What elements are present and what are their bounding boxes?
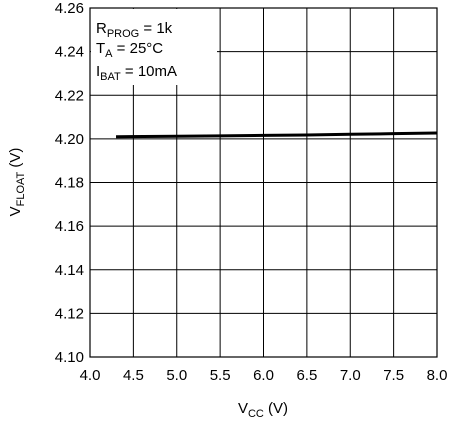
y-tick-label: 4.10 xyxy=(55,349,84,366)
annotation-box xyxy=(91,9,217,85)
y-tick-label: 4.14 xyxy=(55,262,84,279)
annotation-ta-rest: = 25°C xyxy=(113,40,164,57)
annotation-ibat-sub: BAT xyxy=(100,71,121,83)
annotation-ibat-main: I xyxy=(96,63,100,80)
x-tick-label: 6.0 xyxy=(253,367,274,384)
annotation-ibat-rest: = 10mA xyxy=(121,63,177,80)
series-line-0 xyxy=(116,131,438,139)
x-tick-label: 6.5 xyxy=(296,367,317,384)
y-tick-label: 4.22 xyxy=(55,87,84,104)
x-tick-label: 7.5 xyxy=(383,367,404,384)
y-tick-label: 4.24 xyxy=(55,44,84,61)
y-tick-label: 4.26 xyxy=(55,0,84,17)
annotation-rprog-sub: PROG xyxy=(107,28,139,40)
x-tick-label: 5.0 xyxy=(166,367,187,384)
annotation-ta: TA = 25°C xyxy=(96,40,163,60)
y-tick-labels: 4.10 4.12 4.14 4.16 4.18 4.20 4.22 4.24 4.26 xyxy=(55,0,84,366)
y-tick-label: 4.20 xyxy=(55,131,84,148)
annotation-rprog-rest: = 1k xyxy=(139,20,172,37)
y-axis-label-main: V xyxy=(7,206,24,216)
plot-border xyxy=(89,7,438,358)
annotation-ta-main: T xyxy=(96,40,105,57)
y-tick-label: 4.18 xyxy=(55,175,84,192)
x-axis-label-unit: (V) xyxy=(264,400,288,417)
x-tick-label: 4.0 xyxy=(80,367,101,384)
y-tick-label: 4.12 xyxy=(55,305,84,322)
x-axis-label-sub: CC xyxy=(248,408,264,420)
annotation-ibat: IBAT = 10mA xyxy=(96,63,177,83)
annotations: RPROG = 1k TA = 25°C IBAT = 10mA xyxy=(96,20,177,83)
grid xyxy=(90,8,437,357)
annotation-background xyxy=(91,9,217,85)
x-tick-labels: 4.0 4.5 5.0 5.5 6.0 6.5 7.0 7.5 8.0 xyxy=(80,367,448,384)
y-tick-label: 4.16 xyxy=(55,218,84,235)
x-axis-label: VCC (V) xyxy=(238,400,288,420)
x-tick-label: 8.0 xyxy=(427,367,448,384)
series xyxy=(116,131,438,139)
plot-frame xyxy=(89,7,438,358)
x-tick-label: 7.0 xyxy=(340,367,361,384)
y-axis-label-sub: FLOAT xyxy=(15,171,27,206)
x-axis-label-main: V xyxy=(238,400,248,417)
x-tick-label: 5.5 xyxy=(210,367,231,384)
annotation-ta-sub: A xyxy=(105,48,113,60)
annotation-rprog-main: R xyxy=(96,20,107,37)
y-axis-label: VFLOAT (V) xyxy=(7,148,27,217)
annotation-rprog: RPROG = 1k xyxy=(96,20,173,40)
y-axis-label-unit: (V) xyxy=(7,148,24,172)
x-tick-label: 4.5 xyxy=(123,367,144,384)
